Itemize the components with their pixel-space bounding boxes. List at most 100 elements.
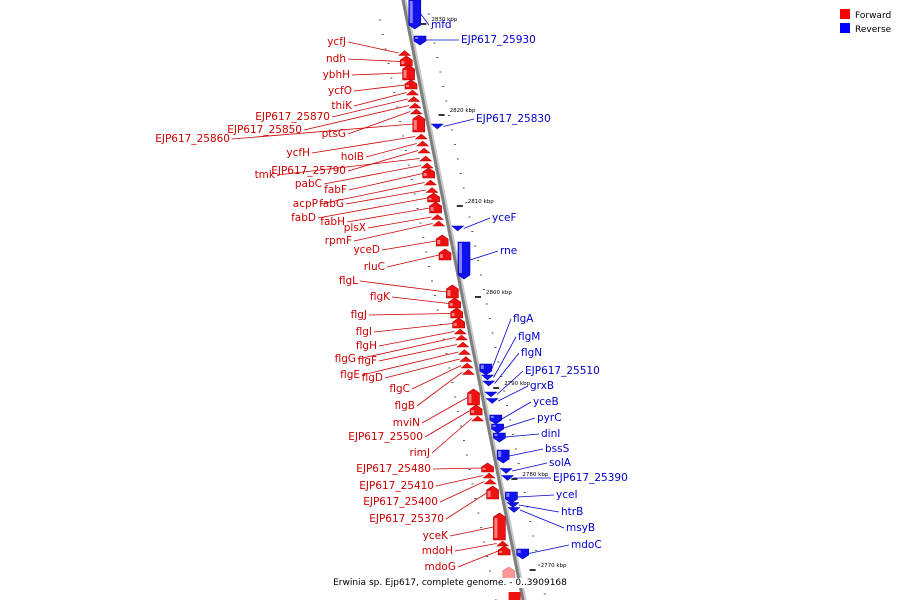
gene-label-rimj: rimJ [409,447,430,459]
gene-label-ejp617-25830: EJP617_25830 [476,113,551,125]
leader-ejp617-25830 [443,118,475,127]
feature-mdoc [516,548,530,560]
leader-tmk [276,158,420,176]
feature-ejp617-25510 [484,391,498,398]
gene-label-mvin: mviN [393,417,420,429]
leader-mdoh [454,543,497,552]
leader-ejp617-25400 [439,481,485,503]
gene-label-flgg: flgG [335,353,356,365]
gene-label-acpp: acpP [293,198,318,210]
leader-ycfj [347,41,399,54]
gene-label-htrb: htrB [561,506,583,518]
feature-flgl [446,284,459,299]
gene-label-ycef: yceF [492,212,517,224]
leader-fabf [348,173,423,191]
gene-label-tmk: tmk [255,169,276,181]
feature-holb [416,140,430,147]
leader-ejp617-25510 [496,370,524,395]
gene-label-thik: thiK [331,100,353,112]
feature-ejp617-25480 [481,462,494,473]
gene-label-pyrc: pyrC [537,412,562,424]
leader-flgc [411,365,462,390]
leader-holb [365,143,417,158]
leader-flgm [493,336,517,378]
gene-label-yceb: yceB [533,396,559,408]
leader-ycef [463,217,491,229]
leader-grxb [498,385,529,402]
leader-thik [353,92,407,107]
gene-label-ejp617-25930: EJP617_25930 [461,34,536,46]
reverse-swatch [840,23,850,33]
feature-mvin [467,388,480,406]
feature-ndh [399,55,413,67]
feature-thik [405,89,420,96]
tick-label: 2780 kbp [522,472,548,478]
feature-group [397,0,530,600]
gene-label-ptsg: ptsG [322,128,346,140]
legend-item-reverse: Reverse [840,23,891,37]
tick-label: 2800 kbp [486,290,512,296]
leader-acpp [319,182,425,205]
gene-label-ycfo: ycfO [328,85,352,97]
leader-ejp617-25870 [331,98,408,118]
leader-flgk [391,296,449,304]
gene-label-mdog: mdoG [425,561,456,573]
feature-flga [479,363,493,376]
leader-line-group [231,13,570,568]
leader-htrb [518,504,560,513]
leader-flga [491,318,512,370]
gene-label-flgf: flgF [358,355,377,367]
gene-label-ycfj: ycfJ [327,36,346,48]
feature-ejp617-25930 [413,35,427,46]
gene-label-fabh: fabH [320,216,345,228]
feature-flgg [454,334,469,341]
feature-yceb [489,414,503,425]
leader-yced [381,240,437,251]
tick-label: 2790 kbp [504,381,530,387]
gene-label-ejp617-25370: EJP617_25370 [369,513,444,525]
gene-label-msyb: msyB [566,522,595,534]
leader-flgi [373,323,453,333]
gene-label-plsx: plsX [344,222,366,234]
feature-ejp617-25830 [430,123,444,130]
leader-sola [512,462,548,472]
feature-grxb [485,398,499,404]
gene-label-ndh: ndh [326,53,346,65]
gene-label-mdoh: mdoH [422,545,453,557]
leader-pyrc [503,417,536,429]
gene-label-mfd: mfd [431,19,452,31]
leader-fabh [346,207,430,223]
backbone [401,0,526,604]
feature-cut [508,592,521,600]
feature-ejp617-25790 [417,147,431,154]
tick-group: 2830 kbp 2820 kbp 2810 kbp 2800 kbp 2790 kbp… [378,13,567,601]
leader-ycek [449,526,494,537]
gene-label-ejp617-25500: EJP617_25500 [348,431,423,443]
gene-label-ejp617-25850: EJP617_25850 [227,124,302,136]
feature-rne [457,241,471,280]
feature-htrb [506,502,520,508]
feature-acpp [423,179,438,186]
feature-mfd [408,0,422,30]
gene-label-flgc: flgC [389,383,410,395]
legend: Forward Reverse [840,9,891,37]
gene-label-ycfh: ycfH [286,147,310,159]
feature-fabf [422,167,436,179]
gene-label-bsss: bssS [545,443,570,455]
gene-label-group: ycfJndhybhHycfOthiKEJP617_25870EJP617_25… [155,19,628,573]
feature-ejp617-25390 [500,475,515,481]
feature-flge [457,349,472,355]
leader-ejp617-25790 [347,150,419,172]
leader-flgh [378,331,455,347]
gene-label-fabd: fabD [291,212,316,224]
gene-label-flgm: flgM [518,331,540,343]
leader-rimj [431,418,472,454]
gene-label-flgi: flgI [356,326,372,338]
gene-label-flge: flgE [340,369,360,381]
leader-fabd [317,197,428,219]
backbone-group [401,0,528,604]
feature-flgm [480,374,495,381]
leader-yceb [501,401,532,420]
gene-label-ejp617-25870: EJP617_25870 [255,111,330,123]
